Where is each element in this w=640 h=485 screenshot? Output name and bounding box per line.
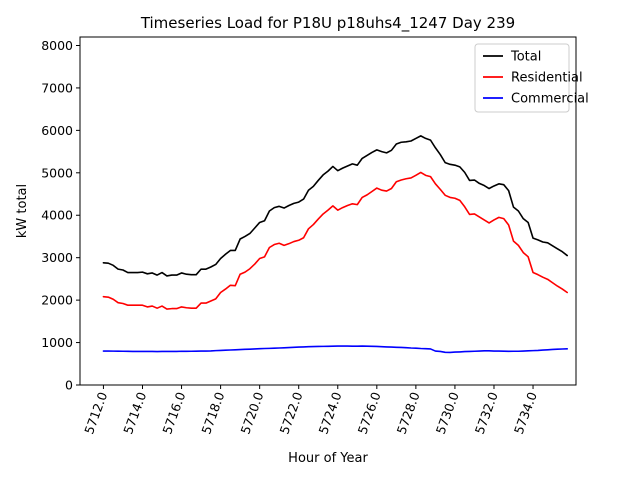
y-tick-label: 0 bbox=[65, 378, 73, 393]
chart-title: Timeseries Load for P18U p18uhs4_1247 Da… bbox=[140, 14, 515, 33]
y-axis-label: kW total bbox=[15, 184, 30, 238]
x-axis-label: Hour of Year bbox=[288, 451, 368, 466]
series-lines bbox=[102, 135, 569, 354]
y-tick-label: 7000 bbox=[41, 80, 73, 95]
series-line-total bbox=[102, 135, 569, 277]
series-line-commercial bbox=[102, 345, 569, 354]
y-tick-label: 8000 bbox=[41, 38, 73, 53]
legend-label-total: Total bbox=[510, 50, 541, 65]
series-line-residential bbox=[102, 171, 569, 310]
y-tick-label: 1000 bbox=[41, 335, 73, 350]
y-axis-ticks: 0 1000 2000 3000 4000 5000 6000 7000 8000 bbox=[41, 38, 80, 393]
y-tick-label: 6000 bbox=[41, 123, 73, 138]
y-tick-label: 3000 bbox=[41, 250, 73, 265]
legend-box bbox=[474, 43, 570, 113]
y-tick-label: 4000 bbox=[41, 208, 73, 223]
legend-label-residential: Residential bbox=[511, 71, 583, 86]
y-tick-label: 2000 bbox=[41, 293, 73, 308]
plot-frame bbox=[79, 36, 577, 386]
y-tick-label: 5000 bbox=[41, 165, 73, 180]
legend-label-commercial: Commercial bbox=[511, 92, 589, 107]
legend: Total Residential Commercial bbox=[474, 43, 589, 113]
